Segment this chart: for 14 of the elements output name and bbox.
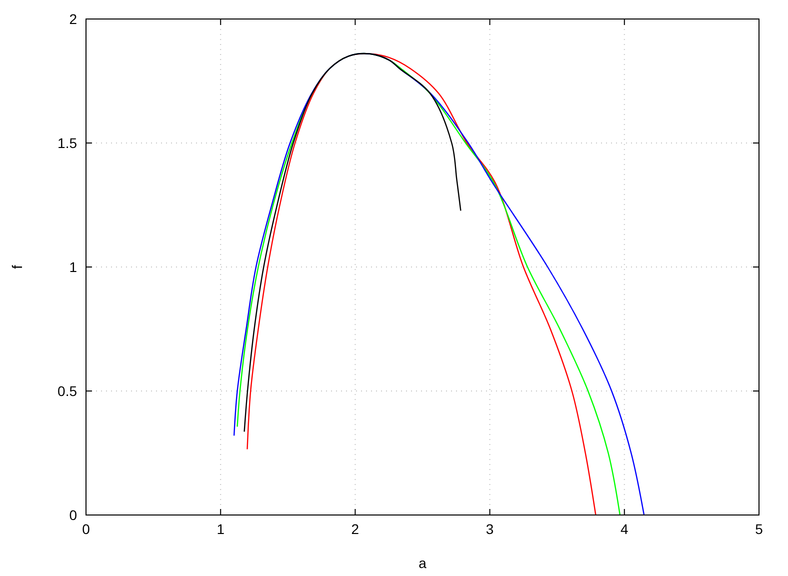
y-tick-label: 1 bbox=[69, 259, 78, 275]
x-tick-label: 5 bbox=[755, 521, 764, 537]
line-series bbox=[244, 52, 462, 432]
x-tick-label: 1 bbox=[216, 521, 225, 537]
x-tick-label: 3 bbox=[486, 521, 494, 537]
y-tick-label: 2 bbox=[69, 11, 78, 27]
y-tick-label: 0.5 bbox=[58, 383, 78, 399]
y-tick-label: 1.5 bbox=[58, 135, 78, 151]
x-tick-label: 2 bbox=[351, 521, 360, 537]
y-tick-label: 0 bbox=[69, 507, 78, 523]
x-tick-label: 0 bbox=[82, 521, 90, 537]
x-tick-label: 4 bbox=[620, 521, 628, 537]
x-axis-title: a bbox=[418, 555, 427, 571]
y-axis-title: f bbox=[9, 264, 25, 269]
